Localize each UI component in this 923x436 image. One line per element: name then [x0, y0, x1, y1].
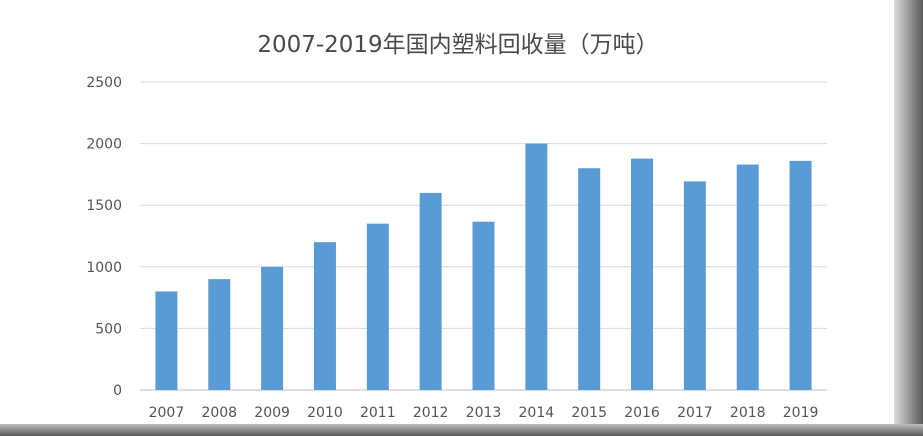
x-tick-label: 2016 — [624, 405, 660, 421]
frame-shadow-right — [894, 0, 923, 436]
x-tick-label: 2008 — [201, 405, 237, 421]
x-tick-label: 2018 — [730, 405, 766, 421]
bar-2013 — [472, 221, 495, 390]
y-tick-label: 2500 — [86, 75, 122, 91]
bar-2018 — [736, 164, 759, 390]
y-tick-label: 2000 — [86, 137, 122, 153]
x-tick-label: 2010 — [307, 405, 343, 421]
bar-2009 — [261, 266, 284, 390]
bar-2011 — [366, 223, 389, 390]
x-tick-label: 2017 — [677, 405, 713, 421]
frame-shadow-bottom — [0, 424, 923, 436]
x-tick-label: 2007 — [149, 405, 185, 421]
bar-2015 — [578, 168, 601, 390]
y-tick-label: 1500 — [86, 198, 122, 214]
bar-2017 — [683, 181, 706, 390]
y-tick-label: 500 — [95, 321, 122, 337]
bar-2019 — [789, 160, 812, 390]
x-tick-label: 2011 — [360, 405, 396, 421]
y-axis-ticks: 0 500 1000 1500 2000 2500 — [86, 75, 122, 399]
x-tick-label: 2019 — [783, 405, 819, 421]
x-tick-label: 2015 — [571, 405, 607, 421]
x-axis-ticks: 2007 2008 2009 2010 2011 2012 2013 2014 2015 2016… — [149, 405, 819, 421]
bar-2007 — [155, 291, 178, 390]
y-tick-label: 1000 — [86, 260, 122, 276]
bar-2016 — [631, 158, 654, 390]
x-tick-label: 2012 — [413, 405, 449, 421]
bar-2008 — [208, 279, 231, 390]
bars — [155, 143, 812, 390]
y-tick-label: 0 — [113, 383, 122, 399]
bar-2014 — [525, 143, 548, 390]
x-tick-label: 2009 — [254, 405, 290, 421]
bar-2010 — [313, 242, 336, 390]
x-tick-label: 2013 — [466, 405, 502, 421]
chart-title: 2007-2019年国内塑料回收量（万吨） — [257, 32, 658, 58]
x-tick-label: 2014 — [519, 405, 555, 421]
bar-2012 — [419, 192, 442, 390]
